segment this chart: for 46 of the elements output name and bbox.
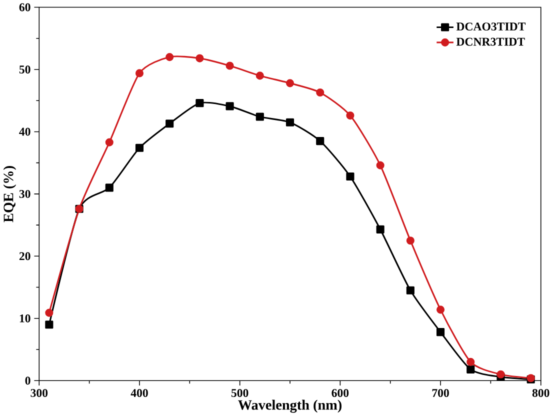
point: [256, 112, 264, 121]
point: [135, 69, 144, 78]
point: [135, 144, 144, 152]
point: [105, 184, 114, 192]
point: [286, 79, 294, 88]
point: [436, 306, 445, 314]
x-tick-label: 800: [532, 389, 550, 397]
point: [105, 138, 114, 146]
point: [226, 62, 234, 70]
point: [376, 161, 384, 170]
x-tick-label: 600: [332, 389, 349, 397]
legend-label: DCAO3TIDT: [456, 22, 526, 30]
x-tick-label: 500: [231, 389, 248, 397]
y-tick-label: 30: [19, 190, 30, 198]
point: [466, 365, 475, 374]
point: [436, 328, 445, 336]
point: [406, 236, 414, 245]
legend-label: DCNR3TIDT: [456, 38, 525, 46]
point: [196, 54, 204, 62]
y-tick-label: 50: [19, 65, 30, 74]
point: [166, 52, 174, 62]
point: [226, 102, 234, 110]
point: [256, 72, 264, 80]
x-axis-title: Wavelength (nm): [238, 400, 342, 413]
point: [376, 225, 384, 234]
y-tick-label: 20: [19, 252, 30, 260]
point: [45, 320, 54, 329]
point: [45, 308, 54, 317]
point: [196, 99, 204, 108]
x-tick-label: 400: [130, 389, 148, 397]
y-tick-label: 10: [20, 314, 30, 322]
point: [316, 88, 324, 97]
point: [346, 172, 354, 181]
x-tick-label: 700: [432, 389, 449, 397]
point: [316, 136, 324, 146]
x-tick-label: 300: [30, 389, 48, 397]
y-tick-label: 40: [19, 128, 30, 136]
point: [346, 111, 354, 120]
y-tick-label: 0: [25, 376, 30, 385]
y-axis-title: EQE (%): [3, 166, 16, 222]
point: [496, 370, 505, 378]
point: [406, 286, 414, 294]
y-tick-label: 60: [19, 3, 30, 12]
point: [286, 118, 294, 126]
point: [166, 120, 174, 128]
point: [466, 358, 475, 366]
